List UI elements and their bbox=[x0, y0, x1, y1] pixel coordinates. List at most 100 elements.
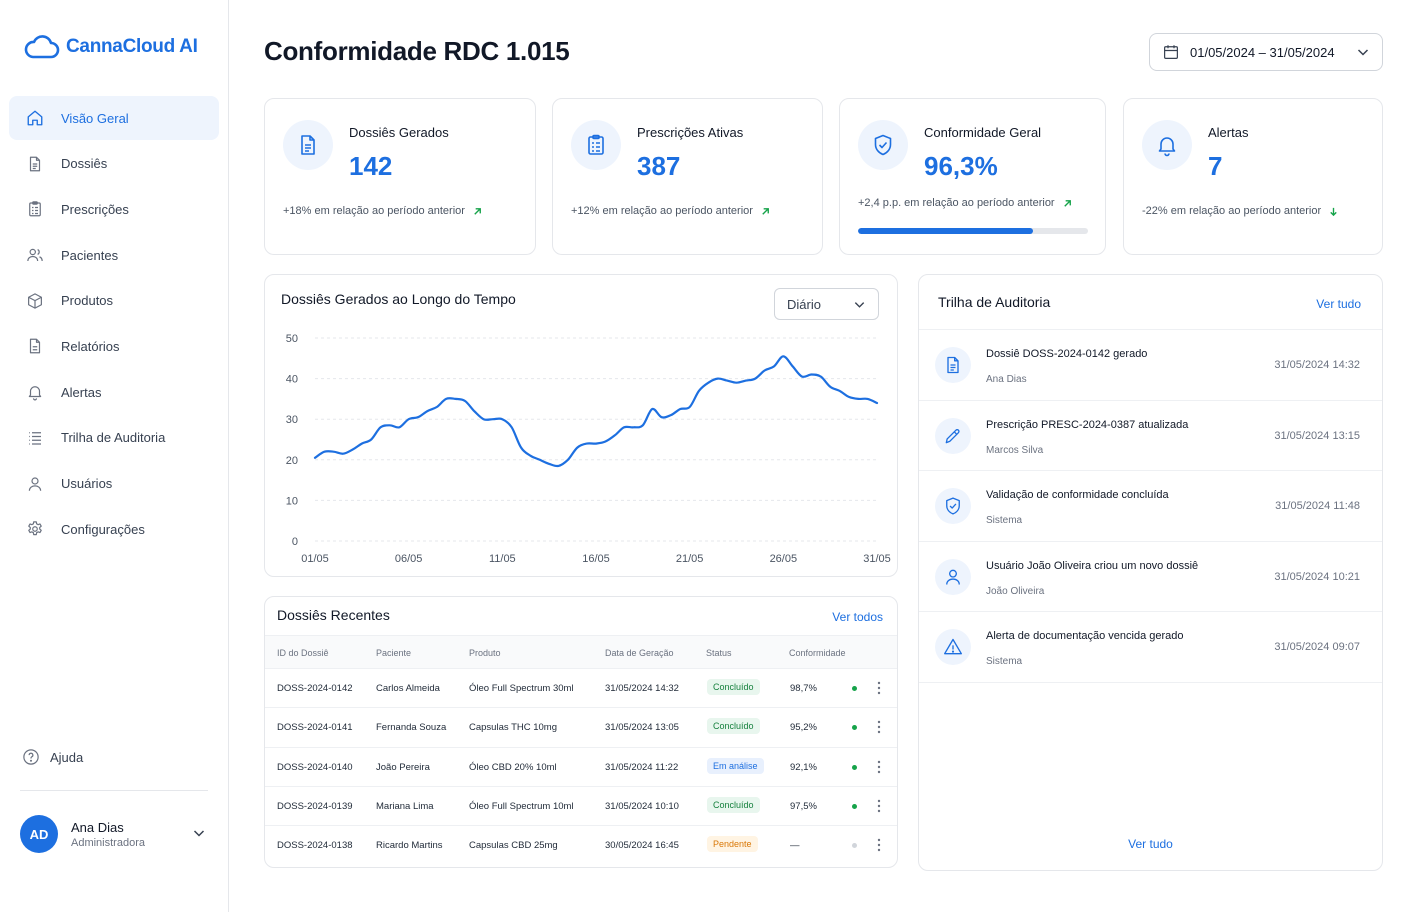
x-tick-label: 16/05 bbox=[582, 553, 610, 565]
table-body: DOSS-2024-0142 Carlos Almeida Óleo Full Sp… bbox=[265, 669, 897, 867]
patient-name: Mariana Lima bbox=[376, 800, 434, 812]
view-all-dossiers-link[interactable]: Ver todos bbox=[832, 610, 883, 624]
table-row[interactable]: DOSS-2024-0139 Mariana Lima Óleo Full Spec… bbox=[265, 787, 897, 827]
table-row[interactable]: DOSS-2024-0141 Fernanda Souza Capsulas THC… bbox=[265, 708, 897, 748]
audit-item[interactable]: Usuário João Oliveira criou um novo doss… bbox=[919, 542, 1382, 612]
patient-name: Fernanda Souza bbox=[376, 722, 447, 734]
sidebar-item-label: Produtos bbox=[61, 293, 114, 309]
status-dot bbox=[852, 686, 857, 691]
recent-dossiers-card: Dossiês Recentes Ver todos ID do Dossiê … bbox=[264, 596, 898, 868]
audit-view-all-footer-link[interactable]: Ver tudo bbox=[1128, 837, 1173, 851]
audit-item[interactable]: Prescrição PRESC-2024-0387 atualizada Mar… bbox=[919, 401, 1382, 471]
user-menu[interactable]: AD Ana Dias Administradora bbox=[20, 814, 210, 854]
column-header[interactable]: Data de Geração bbox=[605, 648, 674, 658]
y-tick-label: 30 bbox=[286, 414, 298, 426]
table-header: ID do Dossiê Paciente Produto Data de Ge… bbox=[265, 635, 897, 669]
audit-icon-wrap bbox=[935, 417, 971, 454]
kpi-delta-text: +18% em relação ao período anterior bbox=[283, 205, 465, 217]
status-badge: Concluído bbox=[707, 796, 760, 813]
conformity-value: 97,5% bbox=[790, 800, 817, 812]
column-header[interactable]: ID do Dossiê bbox=[277, 648, 329, 658]
dossier-id: DOSS-2024-0142 bbox=[277, 683, 353, 694]
dossier-id: DOSS-2024-0141 bbox=[277, 722, 353, 734]
sidebar-item-label: Dossiês bbox=[61, 156, 108, 172]
sidebar-item-dossies[interactable]: Dossiês bbox=[9, 142, 219, 186]
app-logo[interactable]: CannaCloud AI bbox=[24, 34, 198, 60]
column-header[interactable]: Status bbox=[706, 648, 732, 658]
table-row[interactable]: DOSS-2024-0142 Carlos Almeida Óleo Full Sp… bbox=[265, 669, 897, 709]
kpi-card-alertas[interactable]: Alertas 7 -22% em relação ao período ant… bbox=[1123, 98, 1383, 255]
more-options-icon[interactable] bbox=[874, 719, 884, 735]
date-range-picker[interactable]: 01/05/2024 – 31/05/2024 bbox=[1149, 33, 1383, 71]
x-tick-label: 31/05 bbox=[863, 553, 891, 565]
sidebar-item-pacientes[interactable]: Pacientes bbox=[9, 233, 219, 277]
product-name: Óleo CBD 20% 10ml bbox=[469, 761, 557, 773]
sidebar-item-trilha-auditoria[interactable]: Trilha de Auditoria bbox=[9, 416, 219, 460]
conformity-value: — bbox=[790, 840, 800, 852]
chevron-down-icon[interactable] bbox=[192, 826, 206, 840]
kpi-label: Alertas bbox=[1208, 125, 1249, 140]
sidebar-item-usuarios[interactable]: Usuários bbox=[9, 462, 219, 506]
sidebar-item-relatorios[interactable]: Relatórios bbox=[9, 324, 219, 368]
column-header[interactable]: Paciente bbox=[376, 648, 412, 658]
audit-text: Usuário João Oliveira criou um novo doss… bbox=[986, 559, 1199, 572]
chart-card: Dossiês Gerados ao Longo do Tempo Diário… bbox=[264, 274, 898, 577]
x-tick-label: 11/05 bbox=[489, 553, 516, 565]
more-options-icon[interactable] bbox=[874, 759, 884, 775]
sidebar-item-configuracoes[interactable]: Configurações bbox=[9, 507, 219, 551]
gear-icon bbox=[28, 521, 42, 536]
divider bbox=[919, 329, 1382, 330]
product-name: Óleo Full Spectrum 30ml bbox=[469, 683, 574, 694]
y-tick-label: 50 bbox=[286, 333, 298, 345]
y-tick-label: 10 bbox=[286, 495, 298, 507]
dossier-id: DOSS-2024-0140 bbox=[277, 761, 353, 773]
sidebar-item-visao-geral[interactable]: Visão Geral bbox=[9, 96, 219, 140]
sidebar-item-produtos[interactable]: Produtos bbox=[9, 279, 219, 323]
patient-name: Carlos Almeida bbox=[376, 683, 440, 694]
status-badge: Concluído bbox=[707, 718, 760, 735]
column-header[interactable]: Conformidade bbox=[789, 648, 846, 658]
help-icon bbox=[23, 749, 39, 765]
kpi-value: 142 bbox=[349, 151, 393, 181]
table-row[interactable]: DOSS-2024-0138 Ricardo Martins Capsulas CB… bbox=[265, 826, 897, 865]
conformity-value: 95,2% bbox=[790, 722, 817, 734]
kpi-icon-wrap bbox=[283, 120, 333, 170]
kpi-value: 387 bbox=[637, 151, 681, 181]
status-dot bbox=[852, 803, 857, 809]
audit-item[interactable]: Validação de conformidade concluída Siste… bbox=[919, 471, 1382, 542]
kpi-label: Prescrições Ativas bbox=[637, 125, 744, 140]
arrow-up-right-icon bbox=[474, 207, 481, 215]
box-icon bbox=[28, 293, 42, 309]
conformity-value: 98,7% bbox=[790, 683, 817, 694]
column-header[interactable]: Produto bbox=[469, 648, 501, 658]
document-icon bbox=[947, 356, 959, 374]
sidebar-item-label: Trilha de Auditoria bbox=[61, 430, 166, 446]
sidebar-item-alertas[interactable]: Alertas bbox=[9, 370, 219, 414]
kpi-card-conformidade[interactable]: Conformidade Geral 96,3% +2,4 p.p. em re… bbox=[839, 98, 1106, 255]
sidebar-item-prescricoes[interactable]: Prescrições bbox=[9, 187, 219, 231]
more-options-icon[interactable] bbox=[874, 680, 884, 696]
kpi-card-prescricoes[interactable]: Prescrições Ativas 387 +12% em relação a… bbox=[552, 98, 823, 255]
more-options-icon[interactable] bbox=[874, 798, 884, 814]
cloud-icon bbox=[24, 35, 60, 59]
kpi-card-dossies[interactable]: Dossiês Gerados 142 +18% em relação ao p… bbox=[264, 98, 536, 255]
audit-time: 31/05/2024 13:15 bbox=[1274, 429, 1360, 442]
generation-date: 30/05/2024 16:45 bbox=[605, 840, 679, 852]
audit-user: Sistema bbox=[986, 656, 1023, 667]
audit-item[interactable]: Alerta de documentação vencida gerado Sis… bbox=[919, 612, 1382, 683]
generation-date: 31/05/2024 14:32 bbox=[605, 683, 679, 694]
help-link[interactable]: Ajuda bbox=[22, 748, 83, 766]
line-chart: 0 10 20 30 40 50 01/05 06/05 11/05 16/05 21/05 26/0… bbox=[286, 333, 891, 565]
more-options-icon[interactable] bbox=[874, 837, 884, 853]
kpi-delta: +12% em relação ao período anterior bbox=[571, 205, 771, 217]
audit-view-all-link[interactable]: Ver tudo bbox=[1316, 297, 1361, 311]
audit-text: Validação de conformidade concluída bbox=[986, 489, 1169, 501]
table-row[interactable]: DOSS-2024-0140 João Pereira Óleo CBD 20% 1… bbox=[265, 748, 897, 787]
kpi-delta: -22% em relação ao período anterior bbox=[1142, 205, 1339, 217]
granularity-select[interactable]: Diário bbox=[774, 288, 879, 320]
audit-item[interactable]: Dossiê DOSS-2024-0142 gerado Ana Dias 31/0… bbox=[919, 330, 1382, 401]
app-name: CannaCloud AI bbox=[66, 36, 198, 57]
audit-icon-wrap bbox=[935, 347, 971, 383]
status-dot bbox=[852, 843, 857, 849]
patient-name: João Pereira bbox=[376, 761, 430, 773]
